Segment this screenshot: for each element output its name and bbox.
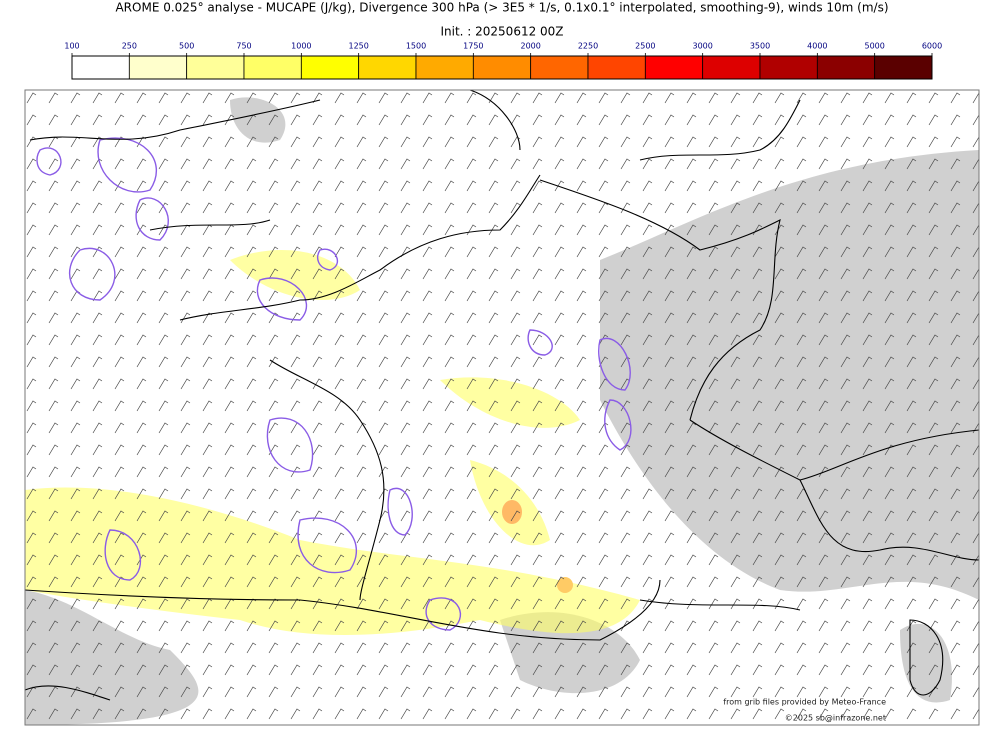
colorbar-tick-label: 4000: [807, 42, 827, 51]
colorbar-tick-label: 750: [236, 42, 251, 51]
map-frame: [24, 89, 980, 726]
title: AROME 0.025° analyse - MUCAPE (J/kg), Di…: [115, 1, 888, 15]
colorbar-box: [530, 55, 589, 80]
colorbar-box: [644, 55, 704, 80]
colorbar-tick-label: 500: [179, 42, 194, 51]
colorbar-box: [702, 55, 761, 80]
colorbar-tick-label: 3000: [692, 42, 712, 51]
colorbar-tick-label: 100: [64, 42, 79, 51]
colorbar-box: [759, 55, 818, 80]
colorbar-box: [243, 55, 302, 80]
colorbar-box: [300, 55, 360, 80]
colorbar-box: [128, 55, 188, 80]
colorbar-tick-label: 1500: [406, 42, 426, 51]
colorbar-box: [71, 55, 130, 80]
coastlines-borders: [25, 90, 979, 701]
credit-author: ©2025 sb@infrazone.net: [785, 714, 886, 723]
init-time: Init. : 20250612 00Z: [440, 25, 563, 39]
colorbar-box: [816, 55, 876, 80]
colorbar-tick-label: 2500: [635, 42, 655, 51]
map: [25, 90, 979, 725]
colorbar-box: [472, 55, 532, 80]
colorbar-box: [415, 55, 474, 80]
colorbar-tick-label: 5000: [864, 42, 884, 51]
colorbar-tick-label: 6000: [922, 42, 942, 51]
colorbar-tick-label: 3500: [750, 42, 770, 51]
credit-source: from grib files provided by Meteo-France: [723, 698, 886, 707]
colorbar-box: [358, 55, 417, 80]
colorbar-box: [874, 55, 933, 80]
colorbar-tick-label: 250: [122, 42, 137, 51]
colorbar-box: [587, 55, 646, 80]
divergence-contours: [36, 137, 632, 631]
colorbar-tick-label: 2000: [520, 42, 540, 51]
colorbar: 100 250 500 750 1000 1250 1500 1750 2000 2250 2500…: [64, 42, 942, 80]
colorbar-box: [186, 55, 245, 80]
colorbar-tick-label: 1250: [348, 42, 368, 51]
colorbar-tick-label: 1750: [463, 42, 483, 51]
wind-barbs: [25, 90, 979, 725]
colorbar-tick-label: 2250: [578, 42, 598, 51]
colorbar-frame: [71, 55, 933, 80]
colorbar-tick-label: 1000: [291, 42, 311, 51]
